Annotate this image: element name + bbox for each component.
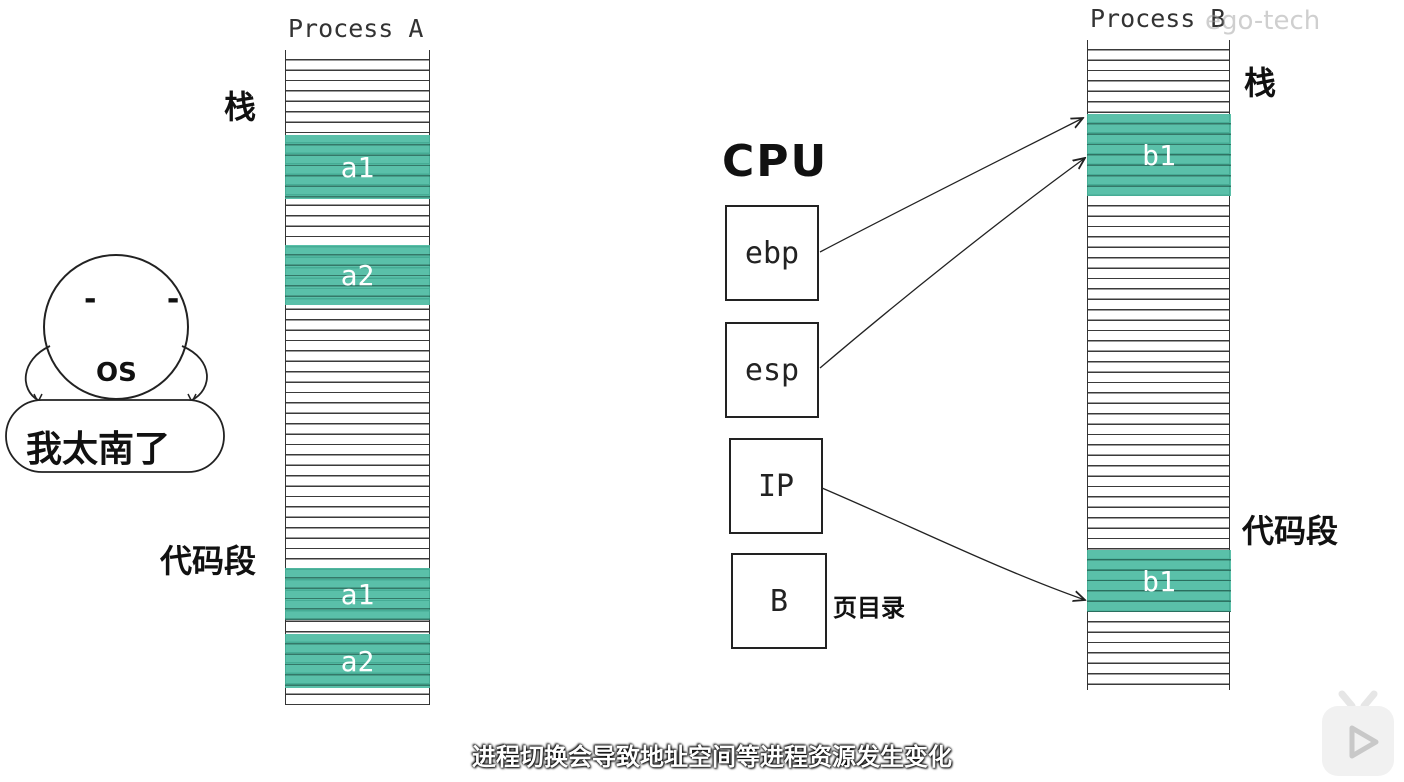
process-a-code-label: 代码段 xyxy=(160,542,257,580)
register-b-label: B xyxy=(769,583,789,619)
os-character-drawing xyxy=(5,254,225,473)
register-ebp: ebp xyxy=(725,205,819,301)
process-a-stack-block-a1: a1 xyxy=(285,135,430,199)
register-ip-label: IP xyxy=(757,468,795,504)
subtitle-caption: 进程切换会导致地址空间等进程资源发生变化 xyxy=(472,743,952,771)
ip-arrow xyxy=(821,487,1085,600)
register-ebp-label: ebp xyxy=(744,235,800,271)
process-a-code-block-a2: a2 xyxy=(285,634,430,688)
process-b-code-block-b1: b1 xyxy=(1087,550,1231,612)
process-b-stack-label: 栈 xyxy=(1244,64,1277,102)
process-a-title: Process A xyxy=(288,14,424,43)
page-directory-label: 页目录 xyxy=(833,594,905,622)
process-a-stack-label: 栈 xyxy=(224,88,257,126)
os-speech-text: 我太南了 xyxy=(26,429,171,470)
cpu-title: CPU xyxy=(722,136,829,187)
os-face-label: OS xyxy=(96,358,137,388)
process-b-title: Process B xyxy=(1090,4,1226,33)
os-face-eyes: - - xyxy=(84,282,210,317)
process-b-code-label: 代码段 xyxy=(1242,512,1339,550)
play-icon[interactable] xyxy=(1318,684,1398,779)
process-a-stack-block-a2: a2 xyxy=(285,245,430,305)
esp-arrow xyxy=(819,158,1085,369)
register-esp-label: esp xyxy=(744,352,800,388)
process-b-stack-block-b1: b1 xyxy=(1087,114,1231,196)
watermark: ego-tech xyxy=(1205,6,1321,36)
register-esp: esp xyxy=(725,322,819,418)
process-a-code-block-a1: a1 xyxy=(285,568,430,620)
ebp-arrow xyxy=(819,118,1083,253)
register-ip: IP xyxy=(729,438,823,534)
register-b: B xyxy=(731,553,827,649)
